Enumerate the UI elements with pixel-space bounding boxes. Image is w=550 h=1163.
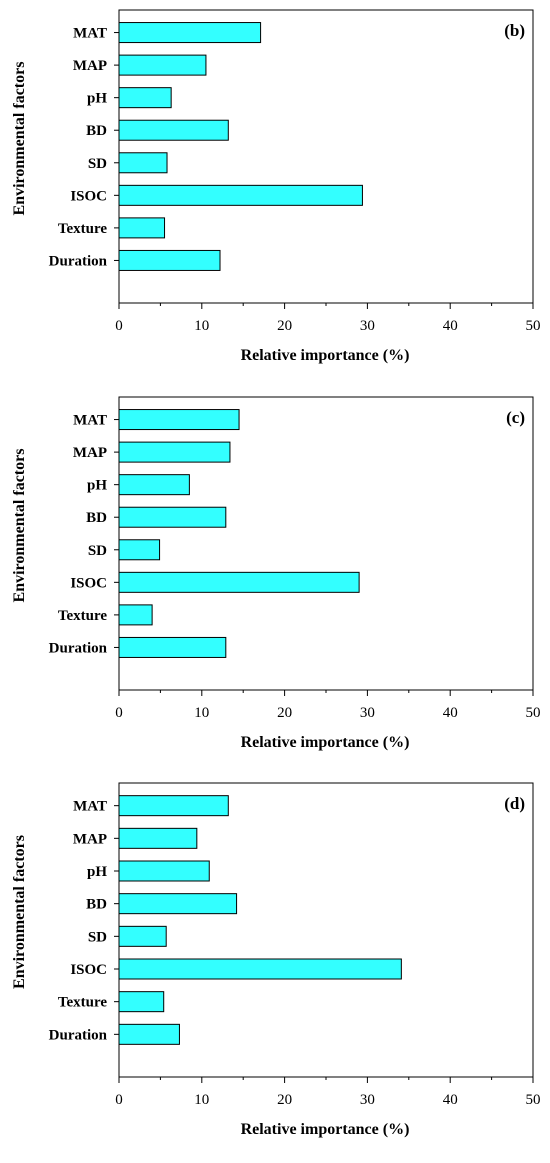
bar-texture — [118, 604, 153, 626]
bar-ph — [118, 87, 172, 109]
x-tick-label: 10 — [194, 1092, 209, 1108]
x-tick-label: 50 — [526, 1092, 541, 1108]
bar-duration — [118, 1023, 180, 1045]
panel-label: (b) — [504, 21, 525, 40]
x-tick-label: 30 — [360, 705, 375, 721]
category-label: MAP — [73, 445, 107, 461]
x-tick-label: 20 — [277, 705, 292, 721]
category-label: SD — [88, 929, 107, 945]
category-label: BD — [86, 510, 107, 526]
bar-ph — [118, 474, 190, 496]
x-tick-label: 20 — [277, 318, 292, 334]
bar-duration — [118, 249, 221, 271]
x-tick-label: 50 — [526, 705, 541, 721]
category-label: MAP — [73, 58, 107, 74]
x-axis-title: Relative importance (%) — [241, 347, 410, 364]
bar-isoc — [118, 184, 363, 206]
category-label: MAT — [73, 799, 107, 815]
bar-mat — [118, 795, 229, 817]
bar-map — [118, 54, 207, 76]
bar-ph — [118, 860, 210, 882]
category-label: MAT — [73, 413, 107, 429]
bar-duration — [118, 636, 227, 658]
category-label: ISOC — [70, 575, 107, 591]
y-axis-title: Environmental factors — [11, 62, 28, 216]
category-label: pH — [87, 91, 107, 107]
category-label: Duration — [49, 640, 108, 656]
category-label: BD — [86, 897, 107, 913]
x-tick-label: 30 — [360, 1092, 375, 1108]
bar-texture — [118, 991, 165, 1013]
bar-isoc — [118, 958, 402, 980]
category-label: pH — [87, 864, 107, 880]
panel-label: (c) — [506, 408, 525, 427]
category-label: ISOC — [70, 962, 107, 978]
category-label: Texture — [58, 221, 108, 237]
category-label: SD — [88, 543, 107, 559]
x-tick-label: 0 — [115, 318, 123, 334]
x-tick-label: 30 — [360, 318, 375, 334]
category-label: MAT — [73, 26, 107, 42]
x-axis-title: Relative importance (%) — [241, 1121, 410, 1138]
category-label: MAP — [73, 831, 107, 847]
y-axis-title: Environmental factors — [11, 449, 28, 603]
bar-sd — [118, 925, 167, 947]
bar-bd — [118, 119, 229, 141]
bar-texture — [118, 217, 166, 239]
category-label: ISOC — [70, 188, 107, 204]
x-tick-label: 40 — [443, 1092, 458, 1108]
x-tick-label: 0 — [115, 1092, 123, 1108]
bar-isoc — [118, 571, 360, 593]
bar-sd — [118, 152, 168, 174]
x-tick-label: 40 — [443, 705, 458, 721]
bar-sd — [118, 539, 161, 561]
category-label: pH — [87, 478, 107, 494]
category-label: Duration — [49, 253, 108, 269]
bar-mat — [118, 409, 240, 431]
bar-mat — [118, 22, 262, 44]
category-label: BD — [86, 123, 107, 139]
category-label: SD — [88, 156, 107, 172]
category-label: Duration — [49, 1027, 108, 1043]
bar-map — [118, 441, 231, 463]
bar-map — [118, 827, 198, 849]
x-tick-label: 20 — [277, 1092, 292, 1108]
category-label: Texture — [58, 995, 108, 1011]
bar-bd — [118, 506, 227, 528]
bar-bd — [118, 893, 238, 915]
x-tick-label: 50 — [526, 318, 541, 334]
y-axis-title: Environmental factors — [11, 835, 28, 989]
x-axis-title: Relative importance (%) — [241, 734, 410, 751]
plot-frame — [118, 782, 534, 1078]
category-label: Texture — [58, 608, 108, 624]
x-tick-label: 10 — [194, 318, 209, 334]
x-tick-label: 0 — [115, 705, 123, 721]
x-tick-label: 40 — [443, 318, 458, 334]
x-tick-label: 10 — [194, 705, 209, 721]
panel-label: (d) — [504, 794, 525, 813]
